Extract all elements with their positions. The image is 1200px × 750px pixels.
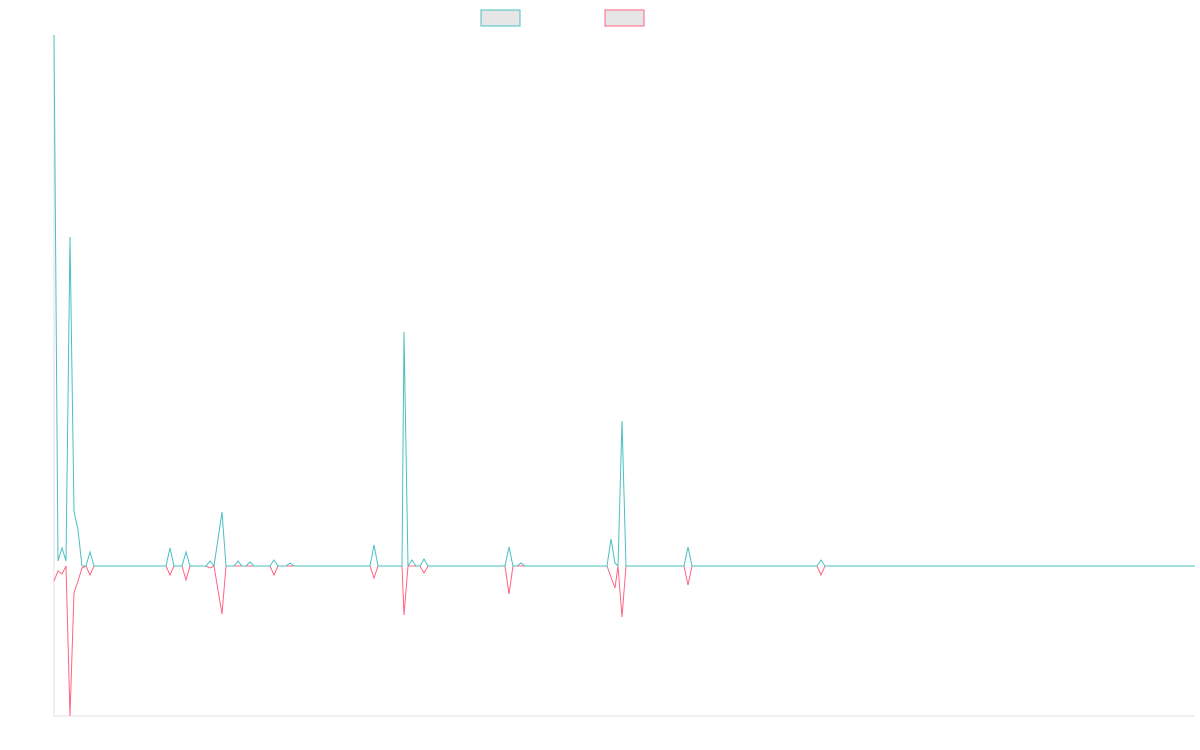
series-line <box>53 565 1195 717</box>
plot-area <box>53 34 1195 717</box>
legend <box>480 9 645 27</box>
legend-swatch[interactable] <box>604 9 645 27</box>
series-line <box>53 34 1195 568</box>
legend-swatch[interactable] <box>480 9 521 27</box>
